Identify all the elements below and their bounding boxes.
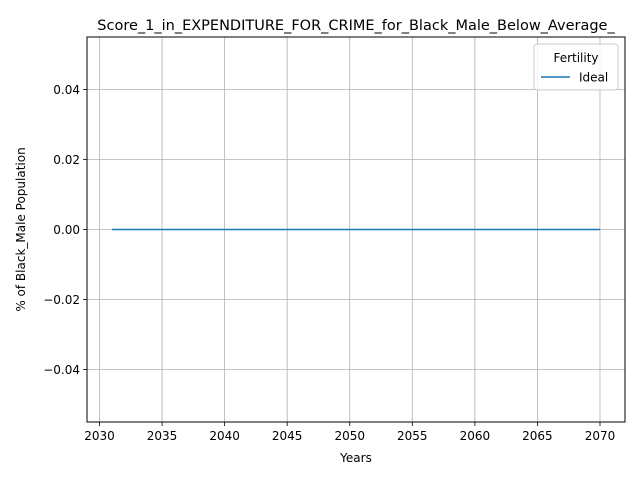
y-axis-label: % of Black_Male Population xyxy=(14,147,28,311)
y-tick-label: −0.04 xyxy=(43,363,80,377)
x-tick-label: 2050 xyxy=(334,429,365,443)
x-tick-label: 2065 xyxy=(522,429,553,443)
y-tick-label: −0.02 xyxy=(43,293,80,307)
x-axis-label: Years xyxy=(339,451,372,465)
legend: Fertility Ideal xyxy=(533,43,619,91)
legend-label-ideal: Ideal xyxy=(579,71,608,85)
x-tick-label: 2060 xyxy=(460,429,491,443)
x-tick-label: 2035 xyxy=(147,429,178,443)
legend-title: Fertility xyxy=(553,51,598,65)
y-tick-label: 0.04 xyxy=(53,83,80,97)
x-tick-label: 2045 xyxy=(272,429,303,443)
y-tick-label: 0.02 xyxy=(53,153,80,167)
legend-box xyxy=(533,43,619,91)
chart-title: Score_1_in_EXPENDITURE_FOR_CRIME_for_Bla… xyxy=(97,18,615,34)
x-axis: 2030 2035 2040 2045 2050 2055 2060 2065 2070 xyxy=(84,422,615,443)
y-axis: −0.04 −0.02 0.00 0.02 0.04 xyxy=(43,83,87,377)
x-tick-label: 2070 xyxy=(585,429,616,443)
x-tick-label: 2055 xyxy=(397,429,428,443)
x-tick-label: 2030 xyxy=(84,429,115,443)
y-tick-label: 0.00 xyxy=(53,223,80,237)
x-tick-label: 2040 xyxy=(209,429,240,443)
